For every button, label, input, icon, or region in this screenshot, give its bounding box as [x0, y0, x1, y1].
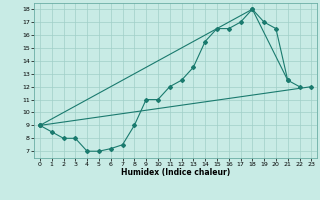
X-axis label: Humidex (Indice chaleur): Humidex (Indice chaleur) — [121, 168, 230, 177]
